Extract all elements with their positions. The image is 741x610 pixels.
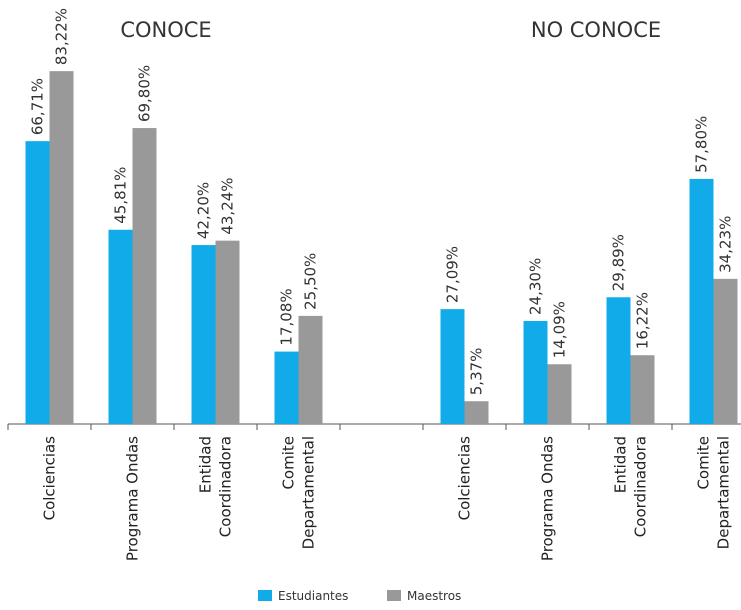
category-label: Departamental xyxy=(300,436,318,549)
category-label: Comite xyxy=(280,436,298,490)
legend-label: Maestros xyxy=(407,589,461,603)
value-label: 57,80% xyxy=(693,116,711,173)
value-labels: 66,71% 83,22% 45,81% 69,80% 42,20% 43,24% 17,0… xyxy=(29,8,735,395)
value-label: 34,23% xyxy=(717,216,735,273)
value-label: 25,50% xyxy=(302,253,320,310)
bar-maestros xyxy=(630,355,655,424)
value-label: 5,37% xyxy=(468,348,486,396)
value-label: 42,20% xyxy=(195,182,213,239)
bar-maestros xyxy=(298,315,323,424)
bar-estudiantes xyxy=(274,351,299,424)
bar-maestros xyxy=(547,364,572,424)
bars xyxy=(25,71,738,424)
category-label: Departamental xyxy=(715,436,733,549)
category-label: Coordinadora xyxy=(632,436,650,537)
bar-maestros xyxy=(215,240,240,424)
value-label: 27,09% xyxy=(444,246,462,303)
category-label: Programa Ondas xyxy=(124,436,142,561)
bar-maestros xyxy=(464,401,489,424)
group-title-conoce: CONOCE xyxy=(120,18,211,42)
category-label: Programa Ondas xyxy=(539,436,557,561)
legend-swatch-maestros xyxy=(387,590,401,601)
value-label: 14,09% xyxy=(551,301,569,358)
legend-swatch-estudiantes xyxy=(258,590,272,601)
value-label: 24,30% xyxy=(527,258,545,315)
bar-estudiantes xyxy=(108,229,133,424)
legend: Estudiantes Maestros xyxy=(258,589,461,603)
bar-estudiantes xyxy=(523,320,548,424)
legend-label: Estudiantes xyxy=(278,589,348,603)
value-label: 66,71% xyxy=(29,78,47,135)
bar-maestros xyxy=(132,128,157,424)
bar-estudiantes xyxy=(191,245,216,424)
value-label: 69,80% xyxy=(136,65,154,122)
bar-estudiantes xyxy=(689,178,714,424)
value-label: 45,81% xyxy=(112,167,130,224)
category-label: Entidad xyxy=(197,436,215,493)
value-label: 16,22% xyxy=(634,292,652,349)
bar-maestros xyxy=(713,278,738,424)
category-label: Colciencias xyxy=(41,436,59,521)
category-label: Entidad xyxy=(612,436,630,493)
bar-maestros xyxy=(49,71,74,424)
bar-estudiantes xyxy=(25,141,50,424)
value-label: 29,89% xyxy=(610,234,628,291)
category-label: Comite xyxy=(695,436,713,490)
value-label: 83,22% xyxy=(53,8,71,65)
x-axis-ticks xyxy=(7,424,673,430)
bar-estudiantes xyxy=(440,309,465,424)
category-label: Colciencias xyxy=(456,436,474,521)
category-label: Coordinadora xyxy=(217,436,235,537)
value-label: 17,08% xyxy=(278,288,296,345)
group-title-no-conoce: NO CONOCE xyxy=(531,18,661,42)
value-label: 43,24% xyxy=(219,177,237,234)
bar-estudiantes xyxy=(606,297,631,424)
category-labels: Colciencias Programa Ondas Entidad Coordina… xyxy=(41,436,733,561)
